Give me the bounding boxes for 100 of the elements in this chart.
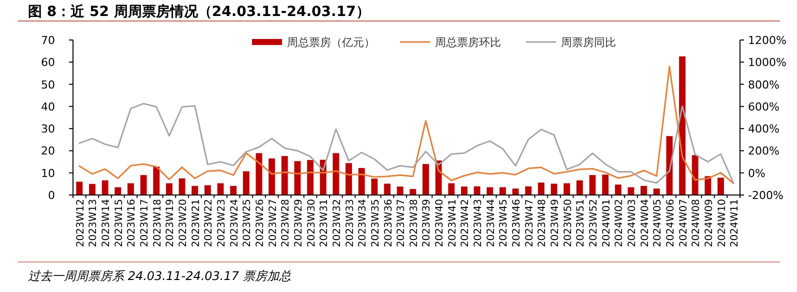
bar — [332, 153, 340, 195]
x-tick-label: 2023W42 — [460, 199, 472, 248]
x-tick-label: 2023W19 — [165, 199, 176, 248]
bar — [550, 184, 558, 195]
x-tick-label: 2023W14 — [101, 199, 112, 248]
bar — [204, 185, 211, 195]
bar — [666, 136, 673, 195]
bar — [140, 175, 147, 195]
bar — [358, 168, 365, 195]
bar — [679, 56, 686, 195]
x-tick-label: 2024W10 — [716, 199, 728, 248]
x-tick-label: 2023W25 — [242, 199, 254, 248]
x-tick-label: 2023W27 — [268, 199, 279, 248]
x-tick-label: 2023W29 — [293, 199, 304, 248]
bar — [281, 156, 288, 195]
y2-tick-label: -200% — [748, 189, 784, 202]
x-tick-label: 2023W50 — [562, 199, 574, 248]
y-tick-label: 70 — [41, 34, 55, 47]
x-tick-label: 2024W11 — [730, 199, 741, 248]
x-tick-label: 2023W23 — [216, 199, 228, 248]
bar — [89, 184, 96, 195]
bar — [410, 189, 416, 195]
y2-tick-label: 800% — [748, 78, 780, 92]
x-tick-label: 2023W15 — [114, 199, 125, 248]
x-tick-label: 2023W26 — [254, 199, 266, 248]
x-tick-label: 2023W35 — [370, 199, 382, 248]
y2-tick-label: 1000% — [748, 56, 786, 70]
x-tick-label: 2023W33 — [344, 199, 356, 248]
bar — [230, 186, 237, 195]
text: 过去一周周票房系 24.03.11-24.03.17 票房加总 — [28, 269, 291, 283]
x-tick-label: 2023W48 — [537, 199, 548, 248]
x-tick-label: 2023W13 — [88, 199, 100, 248]
x-tick-label: 2023W20 — [178, 199, 190, 248]
x-tick-label: 2023W39 — [422, 199, 433, 248]
bar — [192, 186, 198, 195]
bar — [371, 178, 378, 195]
y2-tick-label: 0% — [748, 166, 766, 180]
bar — [589, 175, 596, 195]
bar — [640, 186, 648, 195]
x-tick-label: 2023W46 — [512, 199, 523, 248]
x-tick-label: 2023W18 — [152, 199, 164, 248]
y-tick-label: 40 — [41, 100, 55, 114]
x-tick-label: 2023W28 — [280, 199, 292, 248]
x-tick-label: 2024W06 — [665, 199, 676, 248]
bar — [718, 178, 724, 195]
bar — [153, 166, 160, 195]
x-tick-label: 2023W21 — [190, 199, 202, 248]
x-tick-label: 2023W22 — [204, 199, 215, 248]
y-tick-label: 10 — [41, 166, 55, 180]
y-tick-label: 50 — [41, 78, 55, 92]
x-tick-label: 2024W05 — [652, 199, 664, 248]
bar — [614, 184, 622, 195]
x-tick-label: 2023W34 — [358, 199, 369, 248]
y2-tick-label: 1200% — [748, 34, 786, 47]
x-tick-label: 2023W16 — [126, 199, 138, 248]
x-tick-label: 2023W37 — [396, 199, 408, 248]
chart-title: 图 8：近 52 周周票房情况（24.03.11-24.03.17） — [28, 3, 370, 20]
x-tick-label: 2023W24 — [229, 199, 240, 248]
legend-label: 周总票房环比 — [435, 36, 501, 49]
bar — [704, 176, 712, 195]
bar — [448, 183, 455, 195]
bar — [525, 186, 532, 195]
bar — [76, 182, 83, 195]
bar — [178, 178, 186, 195]
bar — [128, 183, 134, 195]
x-tick-label: 2023W49 — [550, 199, 562, 248]
x-tick-label: 2023W41 — [447, 199, 458, 248]
y2-tick-label: 400% — [748, 122, 780, 136]
y2-tick-label: 600% — [748, 100, 780, 114]
y-tick-label: 20 — [41, 144, 55, 158]
bar — [102, 180, 108, 195]
bar — [564, 183, 570, 195]
x-tick-label: 2023W36 — [383, 199, 394, 248]
bar — [576, 180, 583, 195]
x-tick-label: 2024W04 — [640, 199, 651, 248]
x-tick-label: 2024W02 — [614, 199, 626, 248]
legend-label: 周票房同比 — [561, 36, 616, 49]
bar — [602, 174, 609, 195]
x-tick-label: 2023W52 — [588, 199, 600, 248]
bar — [499, 187, 506, 195]
x-tick-label: 2023W45 — [498, 199, 510, 248]
bar — [384, 184, 390, 195]
y-tick-label: 0 — [48, 189, 55, 202]
bar — [268, 158, 276, 195]
x-tick-label: 2023W51 — [576, 199, 587, 248]
x-tick-label: 2023W38 — [408, 199, 420, 248]
bar — [653, 188, 660, 195]
bar — [166, 183, 172, 195]
x-tick-label: 2023W47 — [524, 199, 536, 248]
x-tick-label: 2024W03 — [626, 199, 638, 248]
bar — [474, 186, 480, 195]
bar — [422, 164, 429, 195]
x-tick-label: 2023W17 — [140, 199, 151, 248]
x-tick-label: 2023W40 — [434, 199, 446, 248]
x-tick-label: 2024W01 — [601, 199, 612, 248]
x-tick-label: 2023W43 — [473, 199, 484, 248]
x-tick-label: 2023W32 — [332, 199, 343, 248]
bar — [242, 171, 250, 195]
x-tick-label: 2023W30 — [306, 199, 318, 248]
bar — [307, 160, 314, 195]
